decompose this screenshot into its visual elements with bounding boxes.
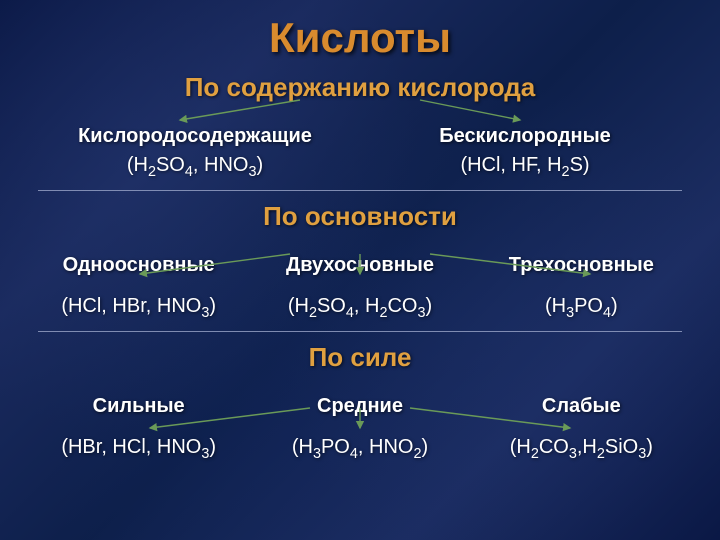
examples-oxygen-containing: (H2SO4, HNO3) — [30, 154, 360, 180]
label-dibasic: Двухосновные — [249, 254, 470, 277]
section-heading-basicity: По основности — [0, 201, 720, 232]
label-tribasic: Трехосновные — [471, 254, 692, 277]
examples-tribasic: (H3PO4) — [471, 295, 692, 321]
row-basicity: Одноосновные (HCl, HBr, HNO3) Двухосновн… — [0, 254, 720, 321]
row-oxygen: Кислородосодержащие (H2SO4, HNO3) Бескис… — [0, 125, 720, 180]
examples-strong: (HBr, HCl, HNO3) — [28, 436, 249, 462]
col-dibasic: Двухосновные (H2SO4, H2CO3) — [249, 254, 470, 321]
col-medium: Средние (H3PO4, HNO2) — [249, 395, 470, 462]
slide-title: Кислоты — [0, 0, 720, 62]
examples-medium: (H3PO4, HNO2) — [249, 436, 470, 462]
section-heading-oxygen: По содержанию кислорода — [0, 72, 720, 103]
section-heading-strength: По силе — [0, 342, 720, 373]
label-oxygen-containing: Кислородосодержащие — [30, 125, 360, 148]
col-oxygen-containing: Кислородосодержащие (H2SO4, HNO3) — [30, 125, 360, 180]
row-strength: Сильные (HBr, HCl, HNO3) Средние (H3PO4,… — [0, 395, 720, 462]
col-monobasic: Одноосновные (HCl, HBr, HNO3) — [28, 254, 249, 321]
col-weak: Слабые (H2CO3,H2SiO3) — [471, 395, 692, 462]
col-strong: Сильные (HBr, HCl, HNO3) — [28, 395, 249, 462]
label-oxygen-free: Бескислородные — [360, 125, 690, 148]
label-medium: Средние — [249, 395, 470, 418]
label-weak: Слабые — [471, 395, 692, 418]
col-tribasic: Трехосновные (H3PO4) — [471, 254, 692, 321]
separator-1 — [38, 190, 682, 191]
examples-monobasic: (HCl, HBr, HNO3) — [28, 295, 249, 321]
separator-2 — [38, 331, 682, 332]
examples-oxygen-free: (HCl, HF, H2S) — [360, 154, 690, 180]
col-oxygen-free: Бескислородные (HCl, HF, H2S) — [360, 125, 690, 180]
label-monobasic: Одноосновные — [28, 254, 249, 277]
examples-dibasic: (H2SO4, H2CO3) — [249, 295, 470, 321]
label-strong: Сильные — [28, 395, 249, 418]
slide-content: Кислоты По содержанию кислорода Кислород… — [0, 0, 720, 540]
examples-weak: (H2CO3,H2SiO3) — [471, 436, 692, 462]
